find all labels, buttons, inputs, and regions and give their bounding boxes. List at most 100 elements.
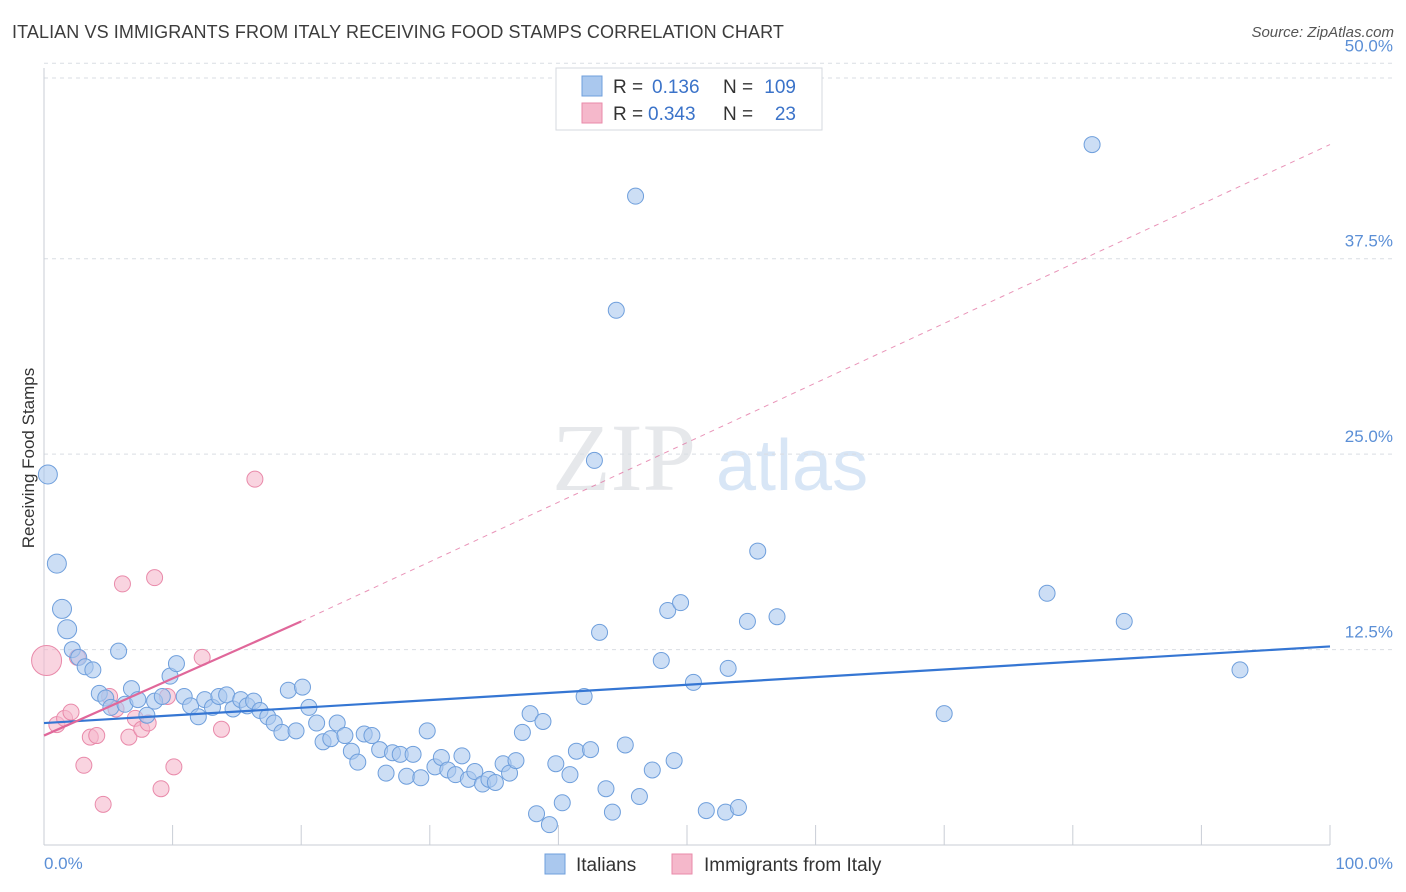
italians-point-34 — [273, 723, 291, 741]
italians-point-75 — [553, 794, 571, 812]
italians-point-85 — [616, 736, 634, 754]
italians-point-89 — [652, 652, 670, 670]
italians-point-17 — [153, 687, 171, 705]
italians-point-53 — [404, 745, 422, 763]
y-tick-label-0: 12.5% — [1345, 623, 1393, 642]
italians-point-43 — [336, 727, 354, 745]
y-tick-labels: 12.5% 25.0% 37.5% 50.0% — [1345, 36, 1393, 641]
italians-point-84 — [607, 301, 625, 319]
series-legend: Italians Immigrants from Italy — [544, 853, 882, 876]
legend-n-value-2: 23 — [775, 104, 796, 125]
italians-point-77 — [567, 742, 585, 760]
italians-point-68 — [507, 752, 525, 770]
immigrants-trend-extension — [300, 144, 1331, 622]
italians-point-52 — [398, 767, 416, 785]
trend-lines — [43, 144, 1331, 737]
italians-point-45 — [349, 753, 367, 771]
immigrants-point-19 — [165, 758, 183, 776]
italians-point-96 — [719, 659, 737, 677]
x-ticks — [172, 825, 1331, 845]
italians-point-88 — [643, 761, 661, 779]
italians-point-92 — [672, 594, 690, 612]
italians-point-100 — [768, 608, 786, 626]
immigrants-point-16 — [146, 569, 164, 587]
stats-legend: R = 0.136 N = 109 R = 0.343 N = 23 — [555, 67, 823, 131]
italians-point-80 — [585, 451, 603, 469]
italians-point-74 — [547, 755, 565, 773]
italians-point-79 — [582, 741, 600, 759]
italians-point-42 — [328, 714, 346, 732]
x-tick-label-min: 0.0% — [44, 854, 83, 873]
italians-point-101 — [935, 705, 953, 723]
immigrants-point-11 — [113, 575, 131, 593]
immigrants-point-0 — [31, 645, 63, 677]
italians-point-47 — [363, 727, 381, 745]
legend-swatch-italians — [581, 75, 603, 97]
immigrants-point-22 — [246, 470, 264, 488]
italians-point-72 — [534, 712, 552, 730]
italians-point-104 — [1083, 136, 1101, 154]
italians-point-0 — [37, 464, 58, 485]
watermark-zip: ZIP — [552, 404, 696, 511]
italians-point-11 — [110, 642, 128, 660]
italians-point-73 — [540, 816, 558, 834]
italians-point-54 — [412, 769, 430, 787]
italians-point-55 — [418, 722, 436, 740]
italians-point-60 — [453, 747, 471, 765]
bottom-legend-swatch-italians — [544, 853, 566, 875]
x-tick-label-max: 100.0% — [1335, 854, 1393, 873]
italians-point-76 — [561, 766, 579, 784]
legend-swatch-immigrants — [581, 102, 603, 124]
chart-title: ITALIAN VS IMMIGRANTS FROM ITALY RECEIVI… — [12, 22, 784, 42]
italians-point-82 — [597, 780, 615, 798]
y-tick-label-1: 25.0% — [1345, 427, 1393, 446]
italians-point-105 — [1231, 661, 1249, 679]
italians-point-22 — [189, 708, 207, 726]
italians-point-90 — [659, 601, 677, 619]
legend-r-value-1: 0.136 — [652, 77, 700, 98]
italians-point-87 — [630, 788, 648, 806]
chart-source: Source: ZipAtlas.com — [1251, 24, 1394, 41]
italians-point-19 — [167, 655, 185, 673]
immigrants-points — [31, 470, 264, 813]
italians-point-99 — [749, 542, 767, 560]
italians-point-26 — [218, 686, 236, 704]
italians-point-71 — [528, 805, 546, 823]
legend-r-value-2: 0.343 — [648, 104, 696, 125]
y-tick-label-2: 37.5% — [1345, 232, 1393, 251]
bottom-legend-italians: Italians — [576, 855, 636, 876]
italians-point-97 — [729, 798, 747, 816]
italians-point-69 — [513, 723, 531, 741]
italians-point-86 — [627, 187, 645, 205]
italians-points — [37, 136, 1249, 834]
watermark-atlas: atlas — [716, 426, 868, 506]
y-tick-label-3: 50.0% — [1345, 36, 1393, 55]
italians-point-49 — [377, 764, 395, 782]
italians-point-94 — [697, 802, 715, 820]
italians-point-35 — [279, 681, 297, 699]
bottom-legend-immigrants: Immigrants from Italy — [704, 855, 882, 876]
immigrants-point-5 — [75, 756, 93, 774]
legend-n-label-1: N = — [723, 77, 753, 98]
italians-point-98 — [738, 612, 756, 630]
immigrants-point-12 — [120, 728, 138, 746]
italians-point-91 — [665, 752, 683, 770]
italians-point-7 — [84, 661, 102, 679]
y-axis-label: Receiving Food Stamps — [19, 368, 38, 548]
italians-point-39 — [308, 714, 326, 732]
legend-n-label-2: N = — [723, 104, 753, 125]
italians-point-3 — [57, 619, 78, 640]
italians-point-37 — [293, 678, 311, 696]
italians-trend-line — [43, 645, 1331, 725]
italians-point-83 — [603, 803, 621, 821]
italians-point-78 — [575, 687, 593, 705]
italians-point-81 — [591, 623, 609, 641]
immigrants-point-7 — [88, 727, 106, 745]
immigrants-point-8 — [94, 795, 112, 813]
italians-point-1 — [46, 553, 67, 574]
bottom-legend-swatch-immigrants — [671, 853, 693, 875]
italians-point-70 — [521, 705, 539, 723]
immigrants-point-17 — [152, 780, 170, 798]
legend-r-label-1: R = — [613, 77, 643, 98]
